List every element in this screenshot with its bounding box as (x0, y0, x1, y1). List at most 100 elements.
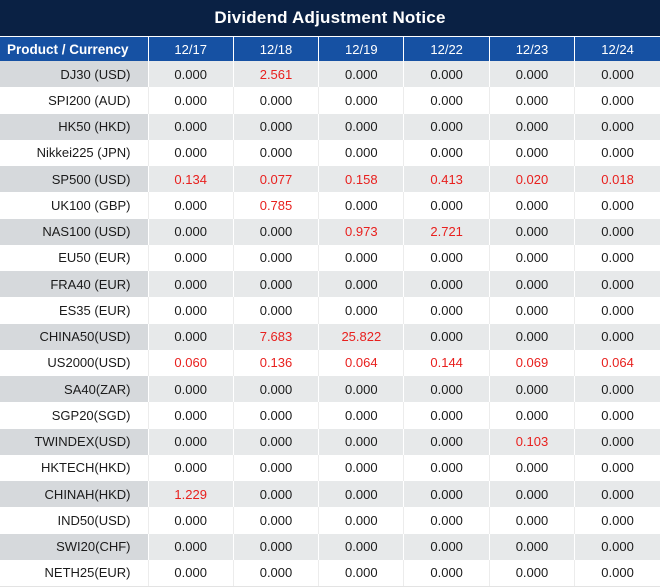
dividend-value: 0.000 (574, 507, 660, 534)
dividend-value: 0.000 (318, 533, 405, 560)
table-row: Nikkei225 (JPN) 0.000 0.000 0.000 0.000 0.000… (0, 139, 660, 166)
dividend-value: 0.000 (574, 271, 660, 298)
dividend-value: 0.000 (574, 297, 660, 324)
dividend-value: 0.000 (489, 507, 576, 534)
dividend-value: 0.000 (489, 481, 576, 508)
dividend-value: 0.000 (233, 113, 320, 140)
dividend-value: 0.000 (233, 139, 320, 166)
dividend-value: 0.069 (489, 349, 576, 376)
dividend-value: 0.000 (574, 428, 660, 455)
dividend-value: 0.000 (318, 244, 405, 271)
dividend-value: 0.000 (403, 428, 490, 455)
dividend-value: 0.000 (318, 559, 405, 587)
table-row: SA40(ZAR) 0.000 0.000 0.000 0.000 0.000 0.000 (0, 376, 660, 403)
dividend-value: 0.000 (148, 139, 234, 166)
dividend-value: 0.000 (574, 533, 660, 560)
dividend-value: 0.000 (574, 454, 660, 481)
product-label: CHINA50(USD) (0, 323, 149, 350)
table-row: SGP20(SGD) 0.000 0.000 0.000 0.000 0.000 0.000 (0, 402, 660, 429)
table-row: CHINAH(HKD) 1.229 0.000 0.000 0.000 0.000 0.00… (0, 481, 660, 508)
dividend-value: 0.000 (489, 139, 576, 166)
table-row: IND50(USD) 0.000 0.000 0.000 0.000 0.000 0.000 (0, 507, 660, 534)
dividend-value: 0.000 (148, 61, 234, 88)
product-label: SGP20(SGD) (0, 402, 149, 429)
dividend-value: 0.000 (233, 271, 320, 298)
dividend-value: 0.000 (574, 113, 660, 140)
dividend-value: 0.000 (574, 402, 660, 429)
dividend-value: 0.000 (148, 376, 234, 403)
dividend-value: 0.000 (489, 402, 576, 429)
dividend-value: 1.229 (148, 481, 234, 508)
dividend-value: 0.000 (489, 559, 576, 587)
table-row: DJ30 (USD) 0.000 2.561 0.000 0.000 0.000 0.000 (0, 61, 660, 88)
dividend-value: 0.000 (403, 139, 490, 166)
dividend-value: 0.000 (574, 244, 660, 271)
dividend-value: 0.000 (403, 454, 490, 481)
dividend-value: 0.000 (489, 323, 576, 350)
dividend-value: 0.000 (574, 87, 660, 114)
product-label: SA40(ZAR) (0, 376, 149, 403)
dividend-value: 0.000 (489, 376, 576, 403)
dividend-value: 0.000 (489, 244, 576, 271)
dividend-value: 0.000 (574, 481, 660, 508)
table-row: FRA40 (EUR) 0.000 0.000 0.000 0.000 0.000 0.00… (0, 271, 660, 298)
date-column-header: 12/17 (148, 37, 234, 61)
table-row: TWINDEX(USD) 0.000 0.000 0.000 0.000 0.103 0.0… (0, 428, 660, 455)
date-column-header: 12/18 (233, 37, 320, 61)
dividend-value: 0.000 (148, 297, 234, 324)
dividend-value: 0.136 (233, 349, 320, 376)
dividend-value: 0.000 (148, 87, 234, 114)
dividend-value: 7.683 (233, 323, 320, 350)
dividend-value: 0.000 (148, 113, 234, 140)
dividend-value: 0.000 (148, 507, 234, 534)
dividend-value: 0.000 (318, 454, 405, 481)
dividend-value: 0.000 (403, 559, 490, 587)
dividend-value: 0.000 (574, 139, 660, 166)
table-row: ES35 (EUR) 0.000 0.000 0.000 0.000 0.000 0.000 (0, 297, 660, 324)
dividend-value: 0.000 (318, 376, 405, 403)
dividend-value: 0.000 (233, 218, 320, 245)
product-label: Nikkei225 (JPN) (0, 139, 149, 166)
dividend-value: 0.000 (489, 271, 576, 298)
dividend-value: 0.000 (489, 297, 576, 324)
dividend-value: 0.000 (318, 192, 405, 219)
product-label: CHINAH(HKD) (0, 481, 149, 508)
dividend-value: 0.000 (233, 428, 320, 455)
dividend-value: 2.561 (233, 61, 320, 88)
table-row: SPI200 (AUD) 0.000 0.000 0.000 0.000 0.000 0.0… (0, 87, 660, 114)
dividend-value: 0.000 (403, 323, 490, 350)
product-label: HKTECH(HKD) (0, 454, 149, 481)
dividend-value: 0.000 (318, 428, 405, 455)
dividend-value: 0.000 (233, 533, 320, 560)
dividend-value: 0.000 (574, 376, 660, 403)
dividend-value: 0.000 (233, 481, 320, 508)
dividend-value: 0.000 (148, 402, 234, 429)
product-label: EU50 (EUR) (0, 244, 149, 271)
dividend-value: 0.000 (148, 533, 234, 560)
dividend-value: 0.000 (403, 533, 490, 560)
dividend-value: 0.000 (489, 454, 576, 481)
product-label: SWI20(CHF) (0, 533, 149, 560)
dividend-value: 0.000 (574, 192, 660, 219)
dividend-value: 0.000 (403, 402, 490, 429)
dividend-value: 0.000 (148, 218, 234, 245)
date-column-header: 12/24 (574, 37, 660, 61)
dividend-value: 0.000 (403, 481, 490, 508)
dividend-value: 0.000 (318, 402, 405, 429)
dividend-value: 0.000 (233, 244, 320, 271)
dividend-value: 0.060 (148, 349, 234, 376)
dividend-value: 0.000 (403, 244, 490, 271)
product-label: FRA40 (EUR) (0, 271, 149, 298)
dividend-value: 0.000 (318, 113, 405, 140)
product-label: US2000(USD) (0, 349, 149, 376)
dividend-value: 0.000 (574, 323, 660, 350)
dividend-value: 0.064 (574, 349, 660, 376)
dividend-value: 0.413 (403, 166, 490, 193)
table-row: CHINA50(USD) 0.000 7.683 25.822 0.000 0.000 0.… (0, 323, 660, 350)
table-row: HK50 (HKD) 0.000 0.000 0.000 0.000 0.000 0.000 (0, 113, 660, 140)
dividend-value: 0.000 (574, 61, 660, 88)
table-row: EU50 (EUR) 0.000 0.000 0.000 0.000 0.000 0.000 (0, 244, 660, 271)
dividend-value: 0.000 (148, 271, 234, 298)
dividend-value: 25.822 (318, 323, 405, 350)
dividend-value: 0.000 (148, 244, 234, 271)
